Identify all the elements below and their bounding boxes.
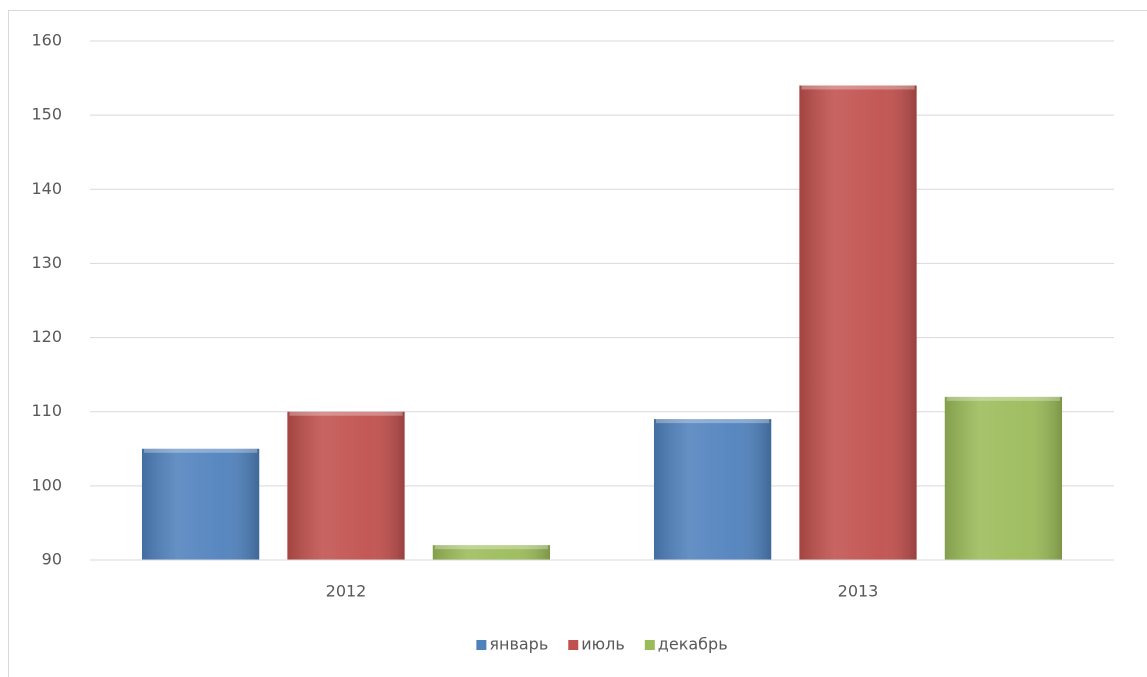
bar-shine (799, 85, 917, 560)
chart-border (8, 10, 1147, 677)
y-tick-label: 150 (31, 105, 62, 124)
y-tick-label: 120 (31, 327, 62, 346)
bar-bevel (801, 85, 915, 90)
legend-swatch (644, 640, 655, 650)
bar-shine (141, 448, 260, 560)
bar-shine (432, 545, 551, 560)
legend-swatch (476, 640, 487, 650)
y-tick-label: 110 (31, 401, 62, 420)
bar-shine (944, 396, 1063, 560)
bar-shine (653, 419, 772, 560)
legend-label: январь (489, 635, 548, 654)
bar-bevel (946, 396, 1061, 401)
y-tick-label: 160 (31, 31, 62, 50)
y-tick-label: 100 (31, 475, 62, 494)
bar-shine (287, 411, 405, 560)
y-tick-label: 90 (42, 550, 62, 569)
x-tick-label: 2012 (326, 582, 367, 601)
bar-bevel (289, 411, 403, 416)
bar-bevel (143, 448, 258, 453)
legend-swatch (568, 640, 579, 650)
y-tick-label: 140 (31, 179, 62, 198)
y-tick-label: 130 (31, 253, 62, 272)
x-tick-label: 2013 (838, 582, 879, 601)
bar-bevel (434, 545, 549, 550)
bar-bevel (655, 419, 770, 424)
legend-label: декабрь (658, 635, 728, 654)
legend-label: июль (581, 635, 625, 654)
